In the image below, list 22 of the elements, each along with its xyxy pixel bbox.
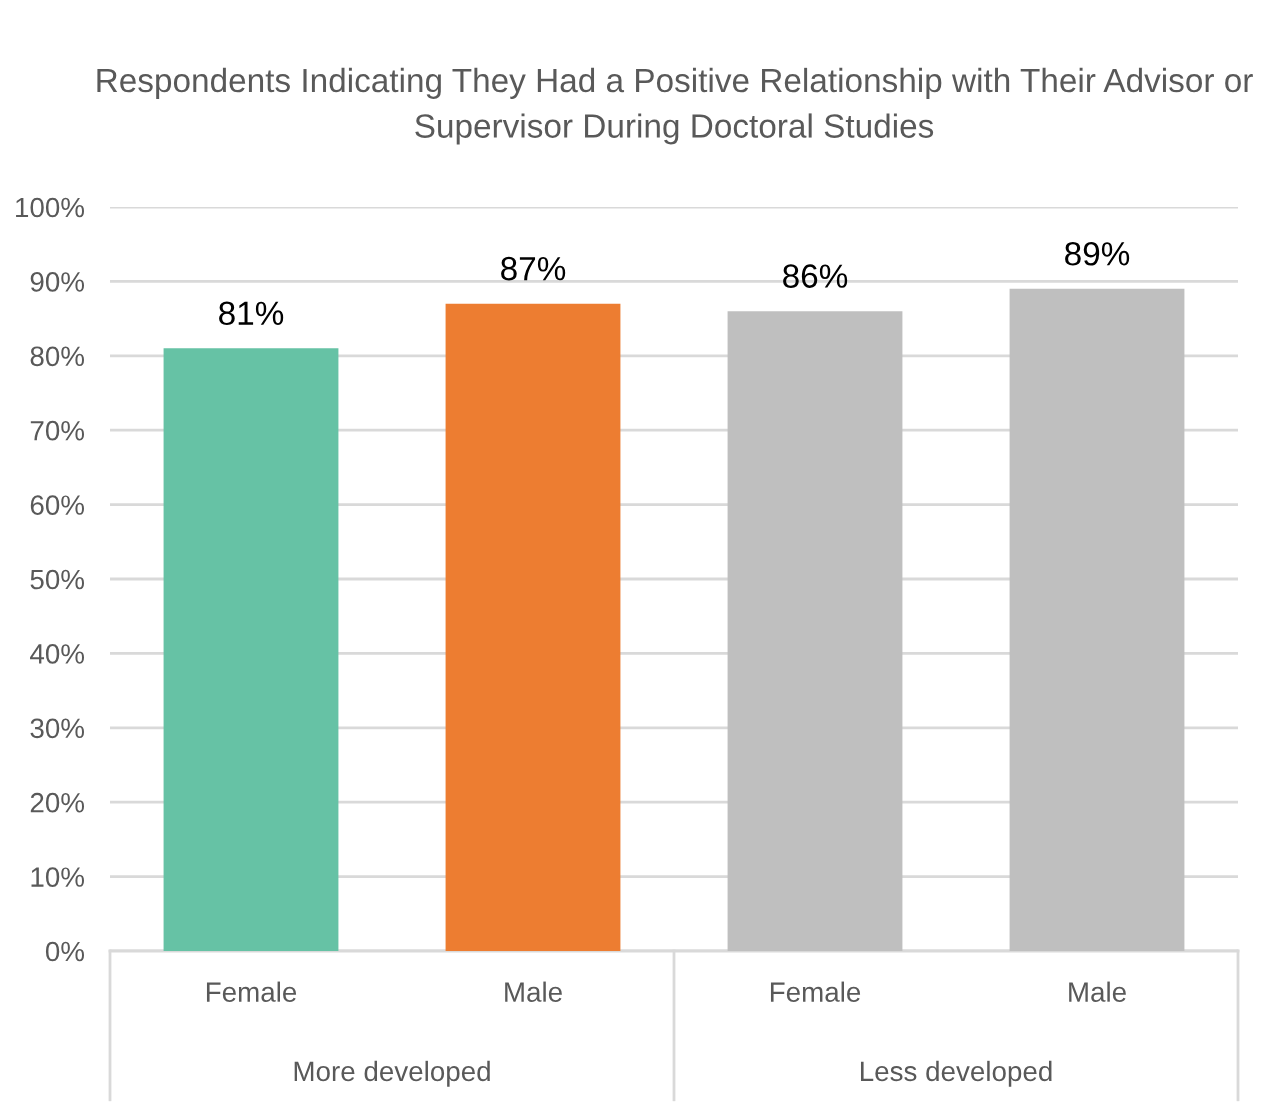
y-tick-label: 70% (30, 420, 85, 441)
x-tick-label: Male (1069, 981, 1126, 1002)
x-tick-label: Female (206, 981, 297, 1002)
x-tick-label: Male (505, 981, 562, 1002)
y-tick-label: 60% (30, 495, 85, 515)
y-tick-label: 30% (30, 718, 85, 739)
y-tick-label: 20% (30, 792, 85, 813)
y-tick-label: 90% (30, 272, 85, 292)
chart-title: Respondents Indicating They Had a Positive Relationship with Their Advisor or Supervisor During Doctoral Studies (97, 67, 1253, 145)
y-tick-label: 80% (30, 346, 85, 367)
y-tick-label: 40% (30, 644, 85, 664)
text: More developed (294, 1060, 490, 1087)
x-tick-label: Female (770, 981, 861, 1002)
data-label: 86% (783, 264, 848, 288)
data-label: 89% (1065, 241, 1130, 266)
data-label: 81% (219, 301, 284, 326)
data-label: 87% (501, 256, 566, 281)
y-tick-label: 10% (31, 867, 85, 887)
y-tick-label: 100% (16, 197, 85, 218)
y-tick-label: 50% (30, 569, 85, 590)
y-tick-label: 0% (45, 941, 85, 962)
text: Less developed (860, 1060, 1052, 1087)
